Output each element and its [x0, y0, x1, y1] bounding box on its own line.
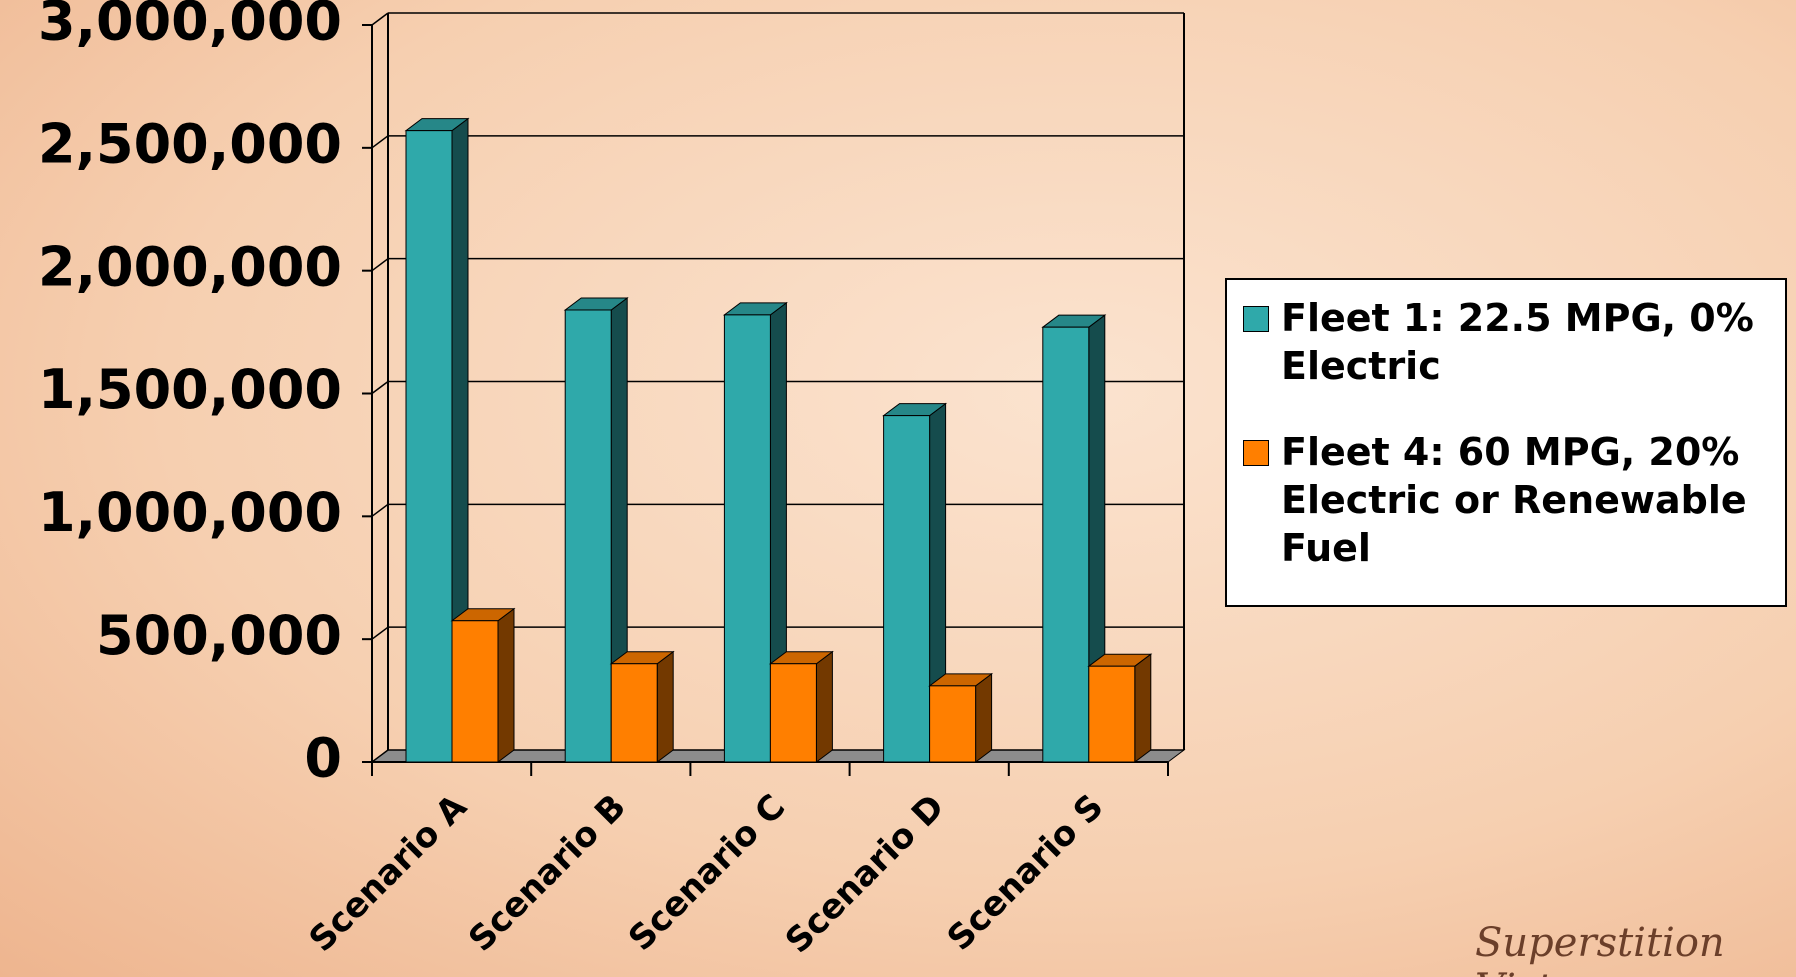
legend-swatch	[1243, 440, 1269, 466]
grid-diag	[371, 135, 389, 149]
y-tick-label: 1,500,000	[38, 358, 342, 421]
y-tick-label: 2,500,000	[38, 112, 342, 175]
y-tick-label: 1,000,000	[38, 481, 342, 544]
bar	[405, 130, 453, 763]
bar	[769, 663, 817, 763]
legend-swatch	[1243, 306, 1269, 332]
grid-diag	[371, 258, 389, 272]
legend-entry: Fleet 4: 60 MPG, 20% Electric or Renewab…	[1243, 428, 1769, 572]
grid-diag	[371, 503, 389, 517]
bar	[1088, 665, 1136, 763]
bar-side	[497, 607, 515, 763]
bar-side	[975, 672, 993, 763]
grid-diag	[371, 749, 389, 763]
y-tick-label: 3,000,000	[38, 0, 342, 53]
bar	[610, 663, 658, 763]
grid-diag	[371, 380, 389, 395]
grid-diag	[371, 12, 389, 26]
bar	[723, 314, 771, 763]
legend-label: Fleet 4: 60 MPG, 20% Electric or Renewab…	[1281, 430, 1747, 570]
bar	[564, 309, 612, 763]
legend-label: Fleet 1: 22.5 MPG, 0% Electric	[1281, 296, 1754, 388]
x-tick-label: Scenario B	[461, 787, 634, 960]
bar	[929, 685, 977, 763]
bar-side	[656, 650, 674, 763]
x-tick-label: Scenario D	[778, 787, 952, 961]
bar-side	[1134, 653, 1152, 763]
y-tick-label: 2,000,000	[38, 235, 342, 298]
y-tick-label: 500,000	[96, 604, 342, 667]
bar	[1042, 326, 1090, 763]
bar-side	[815, 650, 833, 763]
bar	[451, 620, 499, 763]
legend-entry: Fleet 1: 22.5 MPG, 0% Electric	[1243, 294, 1769, 390]
y-tick-label: 0	[304, 727, 342, 790]
x-tick-label: Scenario C	[621, 787, 793, 959]
logo: Superstition Vistas	[1475, 920, 1725, 977]
legend: Fleet 1: 22.5 MPG, 0% Electric Fleet 4: 6…	[1225, 278, 1787, 607]
bar	[883, 415, 931, 763]
x-tick-label: Scenario S	[940, 787, 1112, 959]
x-tick-label: Scenario A	[302, 786, 476, 960]
grid-diag	[371, 626, 389, 640]
